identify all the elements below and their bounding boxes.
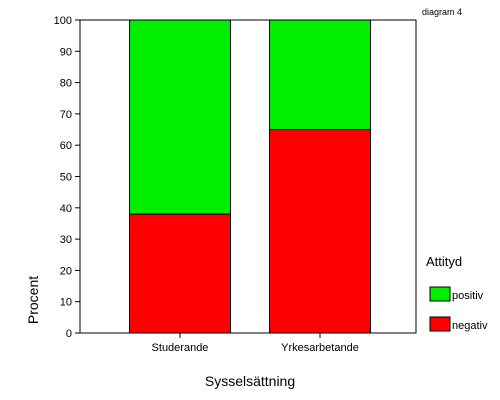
bar-yrkesarbetande-negativ (269, 129, 371, 334)
y-tick-label-60: 60 (60, 140, 72, 152)
y-tick-label-20: 20 (60, 265, 72, 277)
bar-yrkesarbetande-positiv (269, 19, 371, 131)
legend: Attityd positiv negativ (426, 254, 488, 332)
y-tick-label-70: 70 (60, 109, 72, 121)
y-axis-title: Procent (25, 276, 41, 324)
x-tick-label-yrkesarbetande: Yrkesarbetande (281, 342, 359, 354)
y-tick-label-30: 30 (60, 234, 72, 246)
chart-note: diagram 4 (422, 7, 462, 17)
x-axis: Studerande Yrkesarbetande (152, 333, 359, 354)
y-tick-label-10: 10 (60, 297, 72, 309)
y-tick-label-40: 40 (60, 203, 72, 215)
legend-label-positiv: positiv (452, 290, 484, 302)
y-tick-label-80: 80 (60, 78, 72, 90)
y-tick-label-90: 90 (60, 46, 72, 58)
y-tick-label-50: 50 (60, 172, 72, 184)
bar-studerande-positiv (129, 19, 231, 215)
legend-label-negativ: negativ (452, 320, 488, 332)
bars (129, 19, 371, 334)
legend-swatch-positiv (429, 286, 451, 302)
bar-studerande-negativ (129, 213, 231, 334)
legend-title: Attityd (426, 254, 462, 269)
legend-swatch-negativ (429, 316, 451, 332)
x-tick-label-studerande: Studerande (152, 342, 209, 354)
x-axis-title: Sysselsättning (205, 373, 295, 389)
y-tick-label-0: 0 (66, 328, 72, 340)
y-axis: 0 10 20 30 40 50 60 70 80 90 100 (54, 15, 80, 340)
y-tick-label-100: 100 (54, 15, 72, 27)
